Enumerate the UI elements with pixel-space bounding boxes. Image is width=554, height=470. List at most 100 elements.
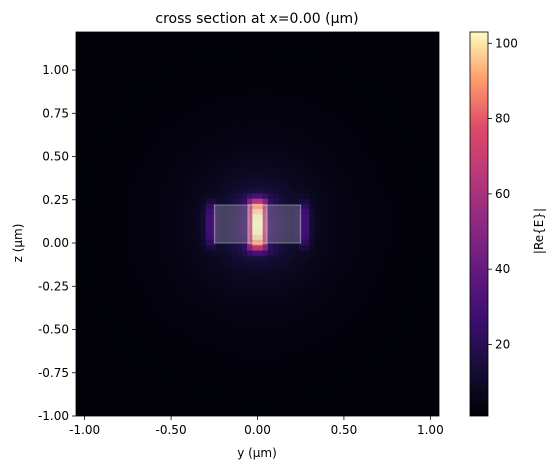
heatmap-cell <box>226 281 233 287</box>
heatmap-cell <box>122 125 129 132</box>
heatmap-cell <box>392 291 399 298</box>
heatmap-cell <box>153 192 160 199</box>
heatmap-cell <box>107 73 113 80</box>
heatmap-cell <box>169 353 176 360</box>
heatmap-cell <box>174 275 181 282</box>
heatmap-cell <box>216 63 222 69</box>
heatmap-cell <box>387 37 393 43</box>
heatmap-cell <box>387 291 393 298</box>
heatmap-cell <box>304 312 310 319</box>
heatmap-cell <box>184 213 191 220</box>
heatmap-cell <box>345 89 352 95</box>
heatmap-cell <box>91 260 98 267</box>
heatmap-cell <box>423 332 430 339</box>
heatmap-cell <box>231 312 238 319</box>
heatmap-cell <box>340 99 347 106</box>
heatmap-cell <box>361 307 367 313</box>
heatmap-cell <box>283 47 290 54</box>
heatmap-cell <box>267 68 274 75</box>
heatmap-cell <box>257 177 264 184</box>
heatmap-cell <box>407 146 414 152</box>
heatmap-cell <box>174 338 181 344</box>
heatmap-cell <box>221 172 227 178</box>
heatmap-cell <box>205 275 212 282</box>
heatmap-cell <box>361 135 367 142</box>
heatmap-cell <box>76 172 82 178</box>
heatmap-cell <box>324 208 331 215</box>
heatmap-cell <box>309 213 316 220</box>
heatmap-cell <box>164 353 170 360</box>
heatmap-cell <box>413 317 419 324</box>
heatmap-cell <box>101 338 108 344</box>
heatmap-cell <box>117 369 124 376</box>
heatmap-cell <box>402 307 409 313</box>
heatmap-cell <box>392 83 399 90</box>
heatmap-cell <box>262 281 269 287</box>
heatmap-cell <box>413 198 419 204</box>
heatmap-cell <box>361 338 367 344</box>
heatmap-cell <box>335 57 342 64</box>
heatmap-cell <box>324 229 331 235</box>
heatmap-cell <box>138 275 145 282</box>
heatmap-cell <box>195 37 202 43</box>
heatmap-cell <box>117 135 124 142</box>
heatmap-cell <box>319 348 326 355</box>
heatmap-cell <box>133 208 139 215</box>
heatmap-cell <box>423 265 430 272</box>
heatmap-cell <box>387 260 393 267</box>
heatmap-cell <box>392 390 399 396</box>
heatmap-cell <box>356 229 362 235</box>
heatmap-cell <box>340 135 347 142</box>
heatmap-cell <box>195 218 202 225</box>
heatmap-cell <box>210 301 217 308</box>
heatmap-cell <box>231 42 238 49</box>
heatmap-cell <box>418 63 425 69</box>
heatmap-cell <box>366 395 373 402</box>
heatmap-cell <box>101 239 108 246</box>
heatmap-cell <box>195 203 202 210</box>
heatmap-cell <box>298 203 305 210</box>
heatmap-cell <box>184 68 191 75</box>
heatmap-cell <box>221 338 227 344</box>
heatmap-cell <box>371 89 378 95</box>
heatmap-cell <box>221 270 227 277</box>
heatmap-cell <box>138 172 145 178</box>
heatmap-cell <box>413 364 419 370</box>
heatmap-cell <box>423 327 430 334</box>
heatmap-cell <box>273 146 279 152</box>
heatmap-cell <box>247 291 253 298</box>
heatmap-cell <box>319 358 326 365</box>
heatmap-cell <box>195 265 202 272</box>
heatmap-cell <box>81 369 87 376</box>
heatmap-cell <box>350 89 357 95</box>
heatmap-cell <box>376 63 383 69</box>
heatmap-cell <box>86 218 93 225</box>
heatmap-cell <box>91 296 98 303</box>
heatmap-cell <box>392 353 399 360</box>
heatmap-cell <box>190 364 196 370</box>
heatmap-cell <box>221 322 227 329</box>
heatmap-cell <box>184 400 191 407</box>
heatmap-cell <box>376 115 383 121</box>
heatmap-cell <box>257 301 264 308</box>
heatmap-cell <box>169 265 176 272</box>
heatmap-cell <box>335 73 342 80</box>
heatmap-cell <box>356 166 362 173</box>
heatmap-cell <box>195 89 202 95</box>
heatmap-cell <box>402 364 409 370</box>
heatmap-cell <box>107 198 113 204</box>
heatmap-cell <box>158 327 165 334</box>
heatmap-cell <box>335 208 342 215</box>
heatmap-cell <box>164 400 170 407</box>
heatmap-cell <box>345 364 352 370</box>
heatmap-cell <box>283 390 290 396</box>
heatmap-cell <box>101 83 108 90</box>
heatmap-cell <box>288 99 295 106</box>
heatmap-cell <box>195 327 202 334</box>
heatmap-cell <box>169 172 176 178</box>
heatmap-cell <box>190 182 196 189</box>
heatmap-cell <box>153 203 160 210</box>
heatmap-cell <box>200 296 207 303</box>
heatmap-cell <box>200 172 207 178</box>
heatmap-cell <box>210 37 217 43</box>
